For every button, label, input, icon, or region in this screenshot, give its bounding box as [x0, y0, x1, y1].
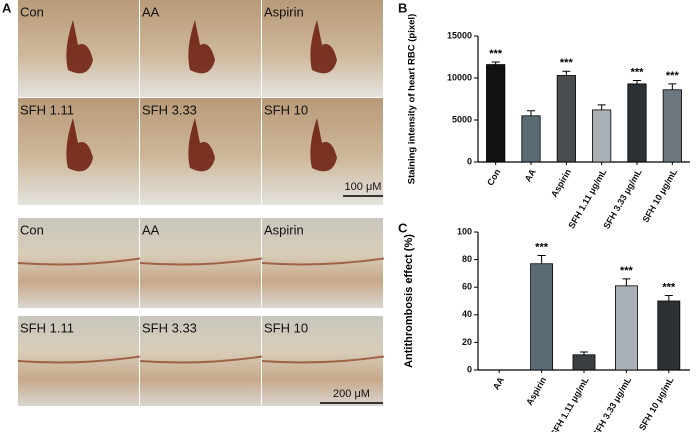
vessel-stain [17, 355, 141, 364]
bar [486, 64, 506, 163]
significance: *** [662, 281, 676, 293]
error-bar [537, 254, 546, 264]
error-bar [664, 294, 673, 301]
bar [556, 75, 576, 163]
y-tick-label: 15000 [447, 30, 472, 40]
x-tick-label: SFH 1.11 μg/mL [549, 375, 591, 432]
image-panel: Con AA Aspirin SFH 1.11 SFH 3.33 SFH 10 100 μM… [17, 0, 385, 406]
photo [140, 218, 261, 308]
panel-label: B [398, 0, 407, 15]
bar [614, 285, 638, 371]
scale-bar-label: 200 μM [333, 388, 370, 400]
image-label: SFH 10 [264, 320, 308, 335]
image-label: AA [142, 4, 160, 19]
x-tick-label: SFH 3.33 μg/mL [591, 375, 634, 432]
heart-stain [66, 20, 93, 74]
vessel-stain [17, 257, 141, 266]
significance: *** [560, 57, 574, 69]
bar [530, 263, 554, 371]
x-tick-label: Aspirin [549, 167, 573, 199]
y-axis-label: Staining intensity of heart RBC (pixel) [407, 14, 418, 185]
y-axis-label: Antithrombosis effect (%) [403, 234, 415, 368]
y-tick-label: 60 [462, 282, 472, 292]
error-bar [491, 61, 500, 65]
image-label: Aspirin [264, 4, 304, 19]
y-tick-label: 40 [462, 309, 472, 319]
bar [627, 83, 647, 163]
significance: *** [535, 241, 549, 253]
vessel-stain [261, 257, 385, 266]
x-tick-label: SFH 10 μg/mL [637, 375, 676, 432]
photo [140, 316, 261, 406]
vessel-stain [139, 257, 263, 266]
bar [662, 89, 682, 163]
vessel-stain [139, 355, 263, 364]
bar [592, 109, 612, 163]
heart-stain [66, 118, 93, 172]
bar [521, 115, 541, 163]
bar [657, 300, 681, 371]
y-tick-label: 20 [462, 337, 472, 347]
image-label: SFH 3.33 [142, 102, 197, 117]
error-bar [668, 83, 677, 90]
y-tick-label: 5000 [452, 114, 472, 124]
x-tick-label: Con [485, 167, 502, 187]
y-tick-label: 0 [467, 364, 472, 374]
photo [18, 218, 139, 308]
y-tick-label: 0 [467, 156, 472, 166]
significance: *** [666, 70, 680, 82]
error-bar [580, 351, 588, 355]
x-tick-label: Aspirin [524, 375, 548, 407]
photo [262, 218, 383, 308]
x-tick-label: AA [523, 167, 538, 184]
error-bar [527, 110, 535, 116]
charts: 0 5000 10000 15000 Staining intensity of hea… [403, 14, 690, 432]
significance: *** [489, 48, 503, 60]
error-bar [622, 278, 631, 286]
image-label: Aspirin [264, 222, 304, 237]
photo [18, 316, 139, 406]
x-tick-label: SFH 10 μg/mL [640, 167, 679, 224]
significance: *** [620, 265, 634, 277]
x-tick-label: SFH 1.11 μg/mL [566, 167, 608, 230]
error-bar [633, 80, 641, 84]
x-tick-label: SFH 3.33 μg/mL [601, 167, 644, 231]
heart-stain [188, 20, 215, 74]
error-bar [562, 70, 571, 76]
photo [262, 316, 383, 406]
y-tick-label: 80 [462, 254, 472, 264]
significance: *** [631, 66, 645, 78]
image-label: SFH 1.11 [20, 102, 74, 117]
panel-label: A [2, 0, 12, 15]
image-label: AA [142, 222, 160, 237]
error-bar [597, 104, 606, 110]
image-label: SFH 1.11 [20, 320, 74, 335]
bar [572, 354, 596, 371]
heart-stain [310, 20, 337, 74]
vessel-stain [261, 355, 385, 364]
heart-stain [188, 118, 215, 172]
scale-bar-label: 100 μM [345, 181, 382, 193]
image-label: Con [20, 222, 44, 237]
image-label: SFH 3.33 [142, 320, 197, 335]
image-label: SFH 10 [264, 102, 308, 117]
panel-label: C [398, 220, 408, 235]
image-label: Con [20, 4, 44, 19]
x-tick-label: AA [491, 375, 506, 392]
y-tick-label: 10000 [447, 72, 472, 82]
y-tick-label: 100 [457, 226, 472, 236]
heart-stain [310, 118, 337, 172]
